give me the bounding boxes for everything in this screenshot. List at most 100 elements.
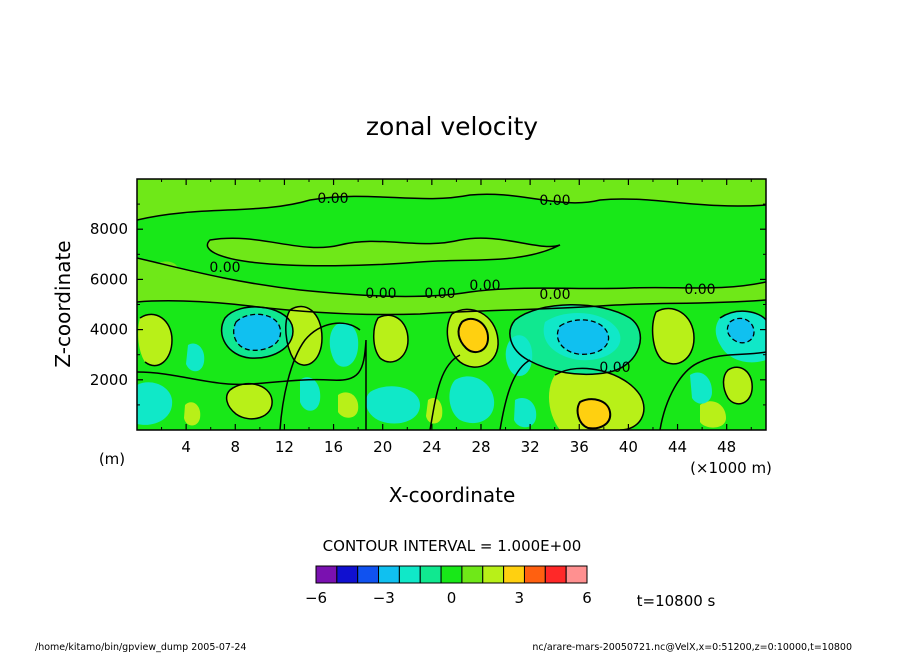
zero-contour: [429, 354, 461, 430]
x-tick-label: 48: [717, 438, 736, 456]
field-cell: [329, 322, 359, 367]
zero-contour: [554, 367, 645, 430]
field-cell: [652, 308, 694, 364]
zero-contour: [446, 308, 499, 368]
colorbar-tick-label: 0: [447, 589, 457, 607]
field-cell: [137, 382, 173, 425]
field-cell: [184, 402, 201, 426]
field-cell: [365, 386, 420, 424]
zero-contour: [722, 366, 753, 405]
zero-contour: [137, 257, 766, 298]
zero-contour: [659, 361, 701, 430]
y-axis-title: Z-coordinate: [51, 240, 75, 367]
time-label: t=10800 s: [637, 592, 716, 610]
chart-title: zonal velocity: [366, 112, 538, 141]
zero-contour: [137, 299, 766, 316]
colorbar-swatch: [440, 565, 463, 584]
colorbar-swatch: [482, 565, 505, 584]
plot-area: [137, 179, 766, 430]
x-axis-title: X-coordinate: [389, 483, 516, 507]
x-tick-label: 40: [619, 438, 638, 456]
zero-contour: [651, 307, 695, 365]
field-cell: [514, 398, 537, 428]
field-cell: [186, 343, 205, 372]
contour-label: 0.00: [539, 287, 570, 303]
zero-contour: [137, 193, 766, 221]
x-tick-label: 20: [373, 438, 392, 456]
colorbar-tick-label: 6: [582, 589, 592, 607]
colorbar: −6 −3 0 3 6: [305, 565, 592, 607]
colorbar-swatch: [419, 565, 442, 584]
zero-contour: [206, 237, 561, 267]
field-cell: [556, 319, 610, 355]
x-tick-label: 28: [471, 438, 490, 456]
x-axis: 4 8 12 16 20 24 28 32 36 40 44 48: [161, 179, 752, 456]
colorbar-swatch: [523, 565, 546, 584]
footer-left: /home/kitamo/bin/gpview_dump 2005-07-24: [35, 642, 246, 653]
zero-contour: [499, 359, 531, 430]
y-unit-label: (m): [99, 450, 125, 468]
field-cell: [373, 315, 408, 362]
y-tick-label: 4000: [90, 321, 128, 339]
contour-label: 0.00: [365, 286, 396, 302]
colorbar-swatch: [565, 565, 588, 584]
field-lower-band: [137, 258, 766, 315]
field-cell: [233, 313, 282, 351]
field-mid-band: [207, 238, 561, 266]
field-cell: [726, 317, 755, 344]
field-cell: [576, 398, 612, 430]
x-unit-label: (×1000 m): [690, 459, 772, 477]
x-tick-label: 44: [668, 438, 687, 456]
colorbar-swatch: [357, 565, 380, 584]
y-tick-label: 6000: [90, 270, 128, 288]
zero-contours: [137, 193, 766, 430]
field-cell: [690, 372, 712, 404]
zero-contour: [285, 305, 323, 366]
colorbar-tick-label: 3: [514, 589, 524, 607]
colorbar-swatch: [398, 565, 421, 584]
field-cell: [426, 397, 443, 424]
field-cell: [723, 367, 753, 404]
contour-labels: 0.00 0.00 0.00 0.00 0.00 0.00 0.00 0.00 0.00: [209, 191, 715, 376]
zero-contour: [373, 314, 409, 363]
x-tick-label: 8: [231, 438, 241, 456]
field-cell: [155, 261, 179, 280]
zero-contour: [220, 306, 294, 359]
y-axis: 2000 4000 6000 8000: [90, 203, 766, 406]
x-tick-label: 12: [275, 438, 294, 456]
colorbar-swatch: [336, 565, 359, 584]
field-cell: [226, 383, 273, 419]
y-tick-label: 2000: [90, 371, 128, 389]
contour-label: 0.00: [599, 360, 630, 376]
contour-label: 0.00: [539, 193, 570, 209]
zero-contour: [137, 339, 367, 430]
field-cell: [285, 306, 322, 366]
zero-contour: [699, 351, 766, 363]
field-cell: [457, 317, 490, 354]
contour-label: 0.00: [684, 282, 715, 298]
contour-label: 0.00: [209, 260, 240, 276]
colorbar-tick-label: −3: [373, 589, 395, 607]
contour-label: 0.00: [317, 191, 348, 207]
colorbar-swatch: [378, 565, 400, 584]
contour-label: 0.00: [469, 278, 500, 294]
colorbar-swatch: [503, 565, 525, 584]
contour-label: 0.00: [424, 286, 455, 302]
field-cell: [300, 377, 321, 411]
colorbar-swatch: [544, 565, 567, 584]
y-tick-label: 8000: [90, 220, 128, 238]
x-tick-label: 36: [570, 438, 589, 456]
field-cell: [338, 392, 359, 418]
footer-right: nc/arare-mars-20050721.nc@VelX,x=0:51200…: [532, 642, 852, 653]
colorbar-tick-label: −6: [305, 589, 327, 607]
zero-contour: [225, 382, 273, 420]
field-cell: [138, 314, 172, 366]
colorbar-swatch: [315, 565, 338, 584]
field-upper-band: [137, 179, 766, 220]
x-tick-label: 24: [422, 438, 441, 456]
zero-contour: [139, 313, 173, 367]
x-tick-label: 16: [324, 438, 343, 456]
colorbar-swatch: [461, 565, 484, 584]
zero-contour: [279, 322, 361, 430]
field-cell: [700, 401, 726, 428]
